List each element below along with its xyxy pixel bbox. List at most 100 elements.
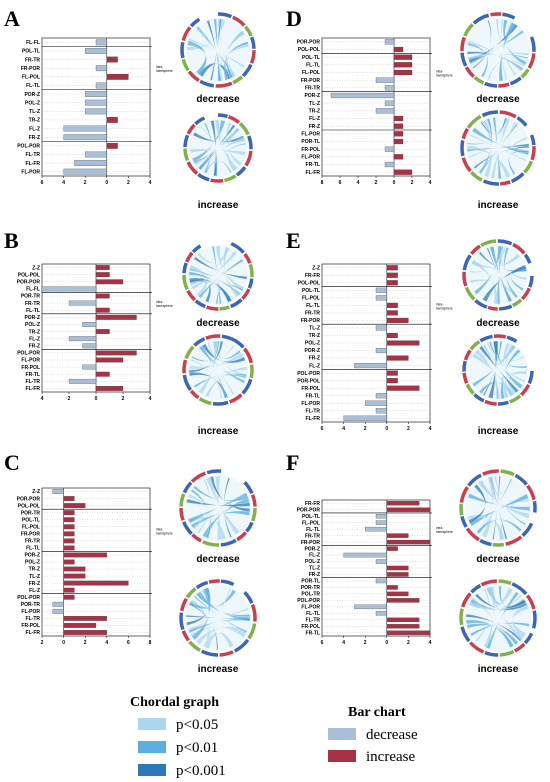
side-label: hemisphere bbox=[156, 531, 173, 535]
x-tick-label: 4 bbox=[105, 640, 108, 646]
ring-segment bbox=[215, 81, 233, 88]
ring-segment bbox=[179, 493, 186, 507]
ring-segment bbox=[525, 594, 536, 610]
ring-segment bbox=[463, 349, 472, 361]
chord-link bbox=[482, 264, 527, 302]
ring-segment bbox=[469, 244, 482, 256]
bar-fl-fr bbox=[74, 160, 107, 166]
ring-segment bbox=[184, 345, 195, 360]
x-tick-label: 4 bbox=[429, 180, 432, 186]
category-label: FL-POR bbox=[21, 169, 40, 175]
ring-segment bbox=[190, 471, 207, 483]
legend-chord-item: p<0.01 bbox=[176, 740, 218, 756]
chord-link bbox=[489, 476, 526, 526]
bar-z-z bbox=[386, 265, 398, 271]
bar-pol-tl bbox=[85, 48, 107, 54]
bar-fl-fr bbox=[95, 386, 124, 391]
ring-segment bbox=[527, 370, 534, 385]
bar-fl-por bbox=[63, 168, 107, 175]
bar-fl-tr bbox=[85, 151, 107, 158]
ring-segment bbox=[181, 58, 190, 72]
bar-fr-tl bbox=[375, 393, 387, 399]
ring-segment bbox=[182, 481, 193, 494]
panel-label: D bbox=[286, 6, 302, 31]
legend-bar-title: Bar chart bbox=[348, 705, 406, 720]
ring-segment bbox=[469, 340, 481, 351]
chord-link bbox=[191, 250, 238, 290]
panel-label: C bbox=[4, 450, 20, 475]
ring-segment bbox=[460, 36, 466, 52]
ring-segment bbox=[227, 115, 241, 124]
bar-por-tr bbox=[52, 601, 64, 607]
ring-segment bbox=[193, 337, 206, 347]
ring-segment bbox=[511, 582, 528, 596]
chord-link bbox=[495, 18, 517, 77]
category-label: FR-POR bbox=[301, 78, 321, 84]
category-label: FL-FR bbox=[306, 170, 321, 176]
side-label: hemisphere bbox=[156, 304, 173, 308]
bar-fr-tr bbox=[68, 300, 97, 306]
ring-segment bbox=[188, 640, 201, 652]
ring-segment bbox=[250, 507, 257, 522]
bar-por-z bbox=[63, 552, 107, 558]
ring-segment bbox=[498, 579, 512, 585]
ring-segment bbox=[526, 484, 536, 501]
bar-plot-frame bbox=[321, 37, 431, 177]
chord-link bbox=[204, 588, 232, 648]
category-label: FL-POR bbox=[301, 605, 320, 611]
category-label: Z-Z bbox=[312, 265, 320, 271]
category-label: POL-POR bbox=[17, 351, 40, 357]
category-label: FL-POR bbox=[301, 155, 320, 161]
legend-swatch-chord bbox=[138, 718, 166, 730]
ring-segment bbox=[186, 289, 197, 302]
panel-label: A bbox=[4, 6, 20, 31]
bar-por-por bbox=[384, 39, 395, 45]
ring-segment bbox=[462, 254, 472, 271]
category-label: FR-TL bbox=[306, 630, 320, 636]
category-label: FR-Z bbox=[29, 343, 40, 349]
chord-link bbox=[195, 27, 224, 81]
chord-link bbox=[185, 615, 251, 621]
ring-segment bbox=[233, 638, 250, 653]
ring-segment bbox=[530, 146, 536, 161]
bar-pol-pol bbox=[95, 272, 110, 278]
category-label: FR-POL bbox=[21, 623, 40, 629]
x-tick-label: 0 bbox=[95, 396, 98, 402]
bar-fr-tr bbox=[106, 56, 118, 63]
ring-segment bbox=[220, 538, 237, 547]
bar-fr-tr bbox=[386, 310, 398, 316]
bar-pol-pol bbox=[63, 503, 86, 508]
category-label: FL-TL bbox=[306, 527, 320, 533]
bar-fl-z bbox=[354, 363, 387, 369]
x-tick-label: 2 bbox=[407, 640, 410, 646]
category-label: FL-Z bbox=[29, 126, 40, 132]
ring-segment bbox=[194, 299, 207, 309]
chord-title-decrease: decrease bbox=[196, 318, 240, 329]
x-tick-label: 2 bbox=[122, 396, 125, 402]
ring-segment bbox=[523, 160, 534, 174]
ring-segment bbox=[473, 393, 485, 403]
side-label: hemisphere bbox=[436, 530, 453, 534]
category-label: FL-Z bbox=[309, 363, 320, 369]
ring-segment bbox=[498, 304, 513, 311]
category-label: POR-POR bbox=[17, 496, 41, 502]
ring-segment bbox=[459, 503, 464, 516]
category-label: POL-TR bbox=[301, 592, 320, 598]
bar-plot-frame bbox=[321, 499, 431, 637]
ring-segment bbox=[199, 79, 215, 88]
ring-segment bbox=[523, 253, 532, 264]
bar-pol-z bbox=[82, 322, 97, 327]
ring-segment bbox=[221, 334, 232, 341]
side-label: intra- bbox=[436, 70, 443, 74]
bar-fl-fl bbox=[41, 286, 97, 292]
category-label: FL-TR bbox=[306, 618, 321, 624]
bar-tr-z bbox=[375, 108, 395, 114]
chord-title-decrease: decrease bbox=[476, 94, 520, 105]
chord-link bbox=[500, 348, 521, 399]
side-label: intra- bbox=[436, 302, 443, 306]
bar-por-tl bbox=[393, 138, 404, 145]
ring-segment bbox=[484, 81, 498, 88]
ring-segment bbox=[247, 623, 257, 640]
category-label: POR-Z bbox=[304, 546, 320, 552]
ring-segment bbox=[479, 334, 493, 343]
